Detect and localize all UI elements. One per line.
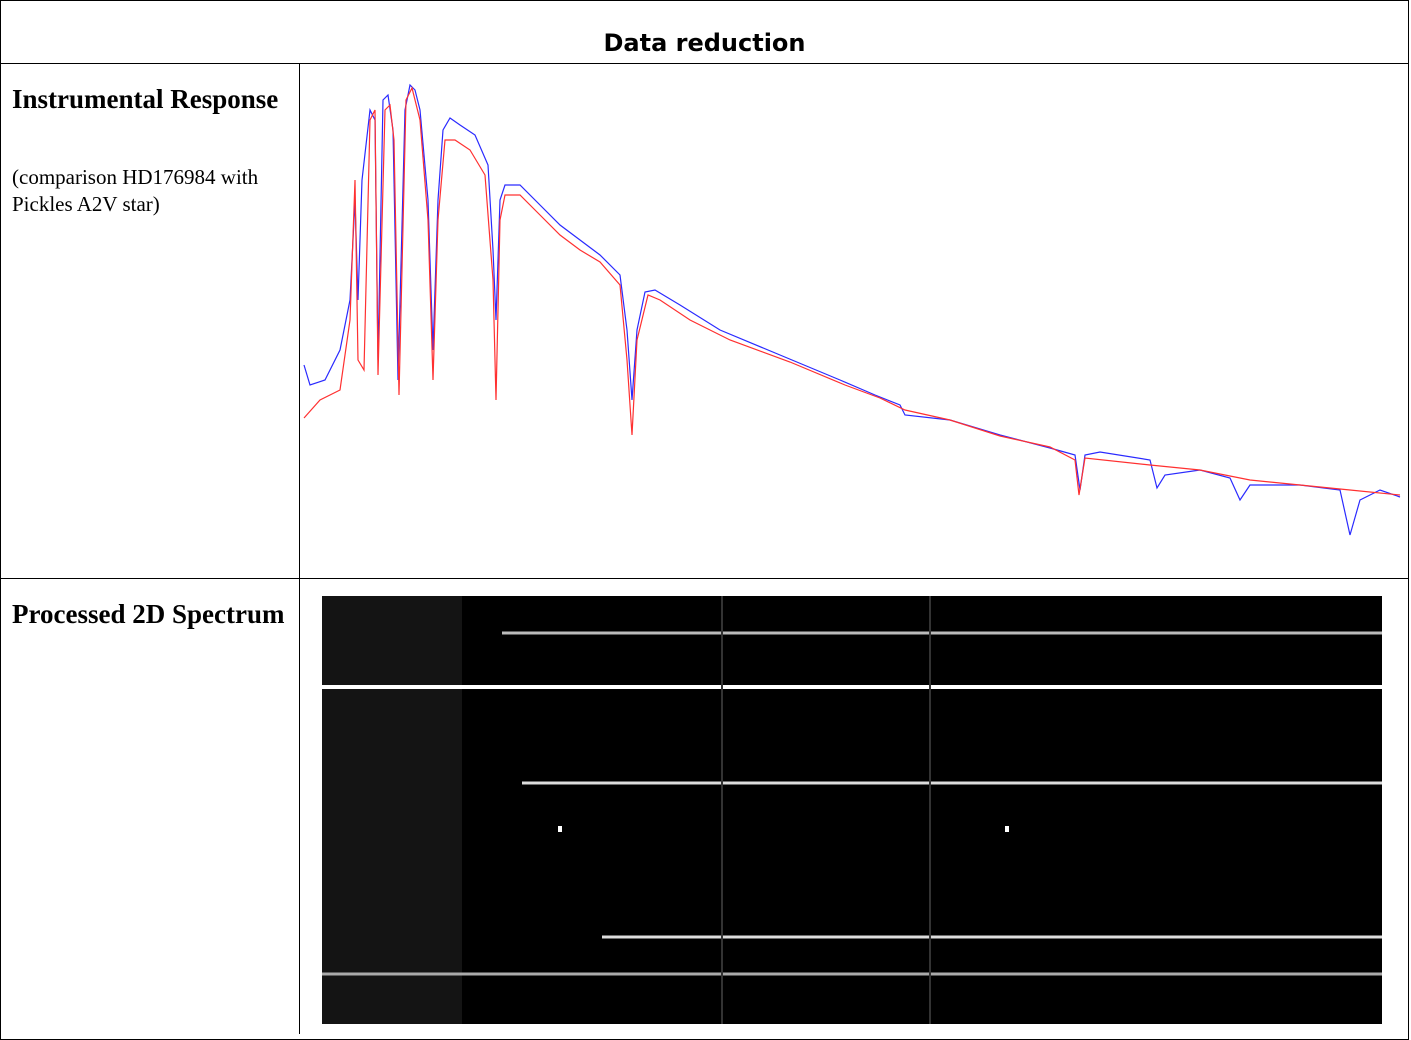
hot-pixel (1005, 826, 1009, 832)
row-label: Instrumental Response (12, 84, 279, 114)
row-label: Processed 2D Spectrum (12, 599, 285, 629)
noise-region (322, 596, 462, 1024)
table-title: Data reduction (0, 0, 1409, 64)
observed-spectrum (303, 83, 1401, 536)
column-divider (299, 64, 300, 1034)
reference-spectrum (303, 86, 1401, 496)
spectrum-image (322, 596, 1382, 1024)
row-divider (0, 578, 1409, 579)
hot-pixel (558, 826, 562, 832)
response-plot (303, 83, 1401, 536)
image-background (322, 596, 1382, 1024)
row-note: (comparison HD176984 with Pickles A2V st… (12, 165, 259, 216)
